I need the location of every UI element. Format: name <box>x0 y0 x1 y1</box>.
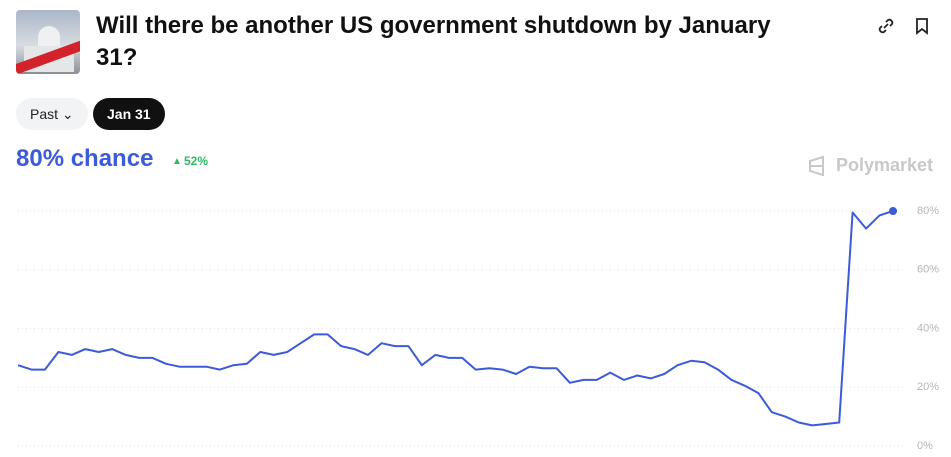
market-thumbnail <box>16 10 80 74</box>
date-button[interactable]: Jan 31 <box>93 98 165 130</box>
market-title: Will there be another US government shut… <box>96 12 771 71</box>
y-tick-label: 60% <box>917 264 939 276</box>
link-icon[interactable] <box>876 16 896 36</box>
past-label: Past <box>30 106 59 122</box>
bookmark-icon[interactable] <box>912 16 932 36</box>
chance: 80% chance <box>16 145 154 172</box>
y-tick-label: 80% <box>917 205 939 217</box>
up-arrow: ▲ <box>172 156 182 167</box>
y-tick-label: 0% <box>917 440 933 452</box>
brand: Polymarket <box>836 155 934 175</box>
line <box>17 210 894 427</box>
end-point <box>889 207 897 215</box>
past-button[interactable]: Past ⌄ <box>16 98 88 130</box>
y-tick-label: 40% <box>917 322 939 334</box>
y-tick-label: 20% <box>917 381 939 393</box>
brand-logo <box>809 155 824 177</box>
change: 52% <box>184 154 209 168</box>
